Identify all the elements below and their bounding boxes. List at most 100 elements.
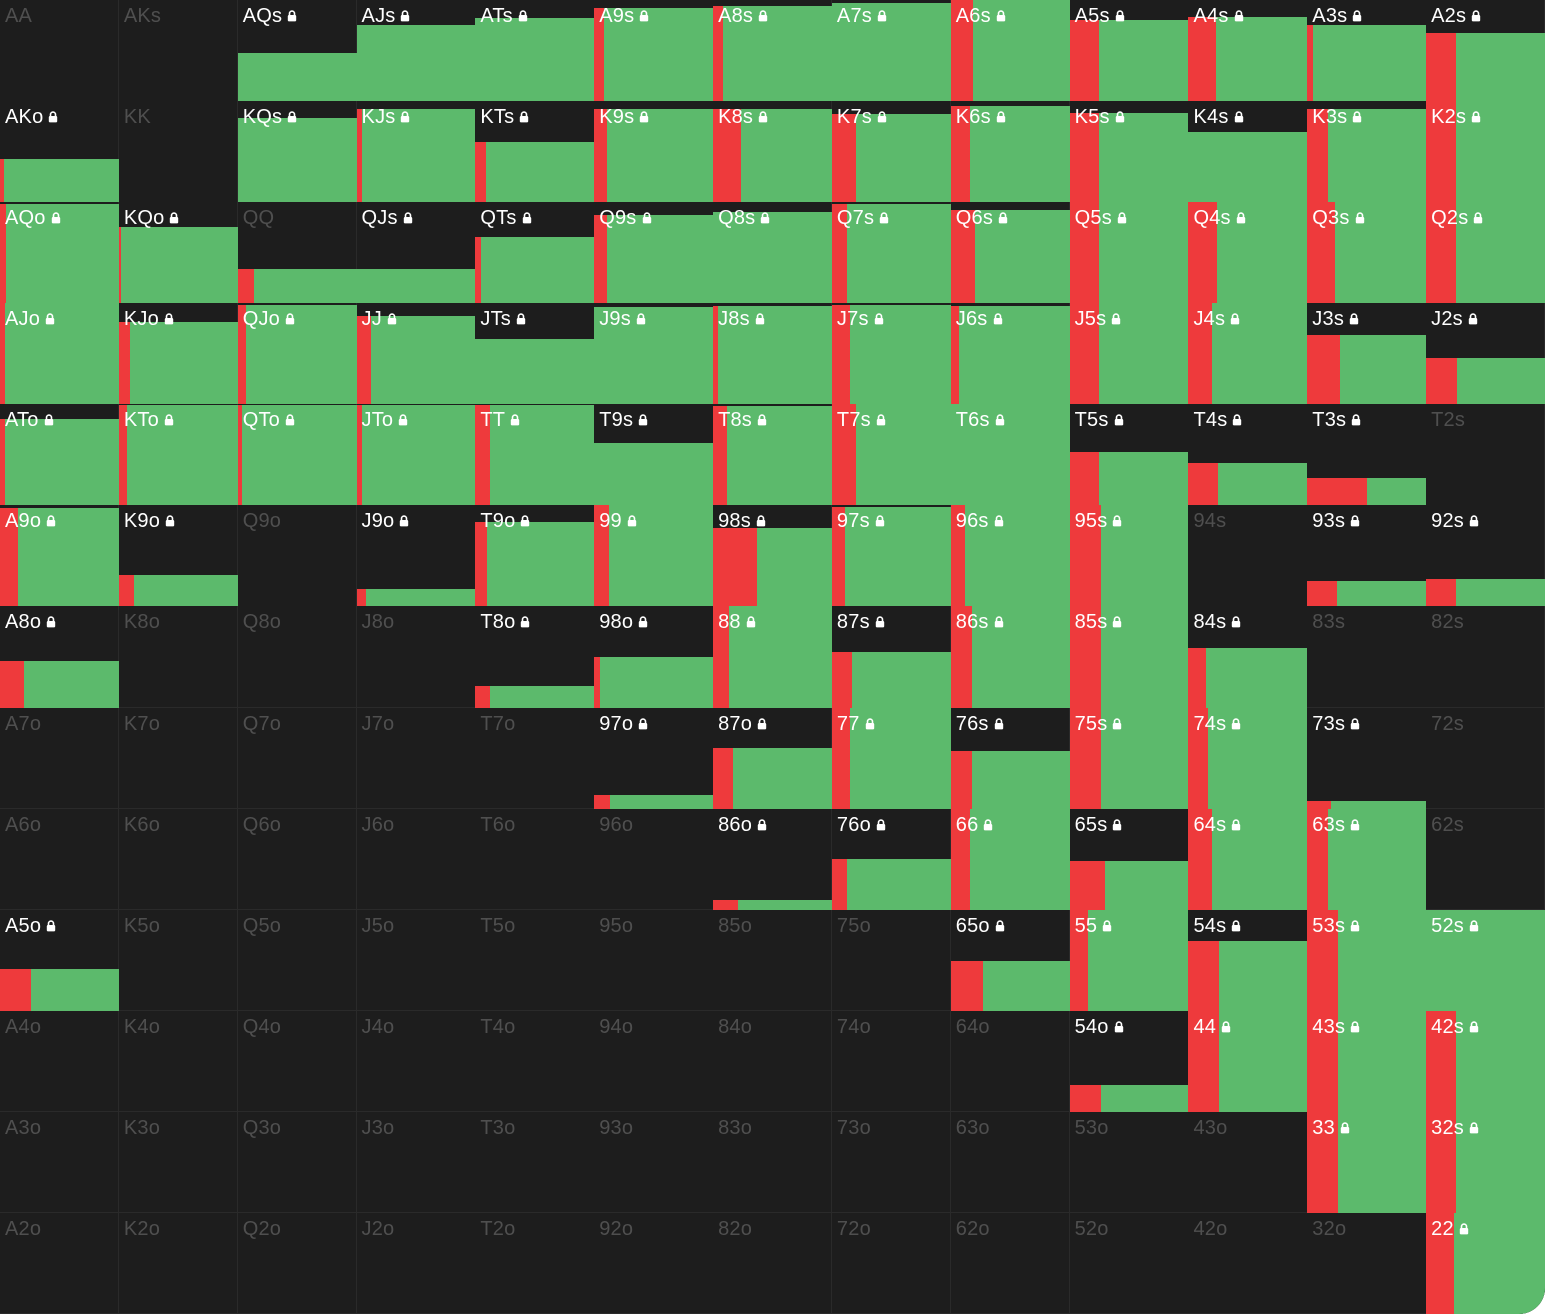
hand-cell-J5s[interactable]: J5s (1069, 303, 1189, 405)
hand-cell-A6s[interactable]: A6s (950, 0, 1071, 102)
hand-cell-87o[interactable]: 87o (713, 707, 833, 810)
hand-cell-T7s[interactable]: T7s (831, 404, 952, 506)
hand-cell-A9o[interactable]: A9o (0, 505, 120, 607)
hand-cell-86o[interactable]: 86o (713, 808, 833, 911)
hand-cell-92o[interactable]: 92o (594, 1212, 714, 1314)
hand-cell-Q7o[interactable]: Q7o (237, 707, 358, 810)
hand-cell-82o[interactable]: 82o (713, 1212, 833, 1314)
hand-cell-83o[interactable]: 83o (713, 1111, 833, 1214)
hand-cell-86s[interactable]: 86s (950, 606, 1071, 709)
hand-cell-94s[interactable]: 94s (1188, 505, 1308, 607)
hand-cell-J8o[interactable]: J8o (356, 606, 476, 709)
hand-cell-93o[interactable]: 93o (594, 1111, 714, 1214)
hand-cell-K4s[interactable]: K4s (1188, 101, 1308, 203)
hand-cell-Q7s[interactable]: Q7s (831, 202, 952, 304)
hand-cell-97o[interactable]: 97o (594, 707, 714, 810)
hand-cell-88[interactable]: 88 (713, 606, 833, 709)
hand-cell-T6o[interactable]: T6o (475, 808, 595, 911)
hand-cell-TT[interactable]: TT (475, 404, 595, 506)
hand-cell-76o[interactable]: 76o (831, 808, 952, 911)
hand-cell-A2s[interactable]: A2s (1426, 0, 1545, 102)
hand-cell-A5s[interactable]: A5s (1069, 0, 1189, 102)
hand-cell-JTo[interactable]: JTo (356, 404, 476, 506)
hand-cell-J3o[interactable]: J3o (356, 1111, 476, 1214)
hand-cell-74s[interactable]: 74s (1188, 707, 1308, 810)
hand-cell-Q4s[interactable]: Q4s (1188, 202, 1308, 304)
hand-cell-77[interactable]: 77 (831, 707, 952, 810)
hand-cell-K6o[interactable]: K6o (118, 808, 239, 911)
hand-cell-JJ[interactable]: JJ (356, 303, 476, 405)
hand-cell-22[interactable]: 22 (1426, 1212, 1545, 1314)
hand-cell-KJo[interactable]: KJo (118, 303, 239, 405)
hand-cell-93s[interactable]: 93s (1307, 505, 1427, 607)
hand-cell-T2s[interactable]: T2s (1426, 404, 1545, 506)
hand-cell-A9s[interactable]: A9s (594, 0, 714, 102)
hand-cell-AQs[interactable]: AQs (237, 0, 358, 102)
hand-cell-Q2o[interactable]: Q2o (237, 1212, 358, 1314)
hand-cell-65o[interactable]: 65o (950, 909, 1071, 1012)
hand-cell-J6s[interactable]: J6s (950, 303, 1071, 405)
hand-cell-66[interactable]: 66 (950, 808, 1071, 911)
hand-cell-95s[interactable]: 95s (1069, 505, 1189, 607)
hand-cell-A5o[interactable]: A5o (0, 909, 120, 1012)
hand-cell-KJs[interactable]: KJs (356, 101, 476, 203)
hand-cell-Q9s[interactable]: Q9s (594, 202, 714, 304)
hand-cell-J9o[interactable]: J9o (356, 505, 476, 607)
hand-cell-A3s[interactable]: A3s (1307, 0, 1427, 102)
hand-cell-99[interactable]: 99 (594, 505, 714, 607)
hand-cell-Q3o[interactable]: Q3o (237, 1111, 358, 1214)
hand-cell-J9s[interactable]: J9s (594, 303, 714, 405)
hand-cell-K3s[interactable]: K3s (1307, 101, 1427, 203)
hand-cell-T3o[interactable]: T3o (475, 1111, 595, 1214)
hand-cell-62o[interactable]: 62o (950, 1212, 1071, 1314)
hand-cell-T5o[interactable]: T5o (475, 909, 595, 1012)
hand-cell-63o[interactable]: 63o (950, 1111, 1071, 1214)
hand-cell-Q2s[interactable]: Q2s (1426, 202, 1545, 304)
hand-cell-85o[interactable]: 85o (713, 909, 833, 1012)
hand-cell-J3s[interactable]: J3s (1307, 303, 1427, 405)
hand-cell-33[interactable]: 33 (1307, 1111, 1427, 1214)
hand-cell-64o[interactable]: 64o (950, 1010, 1071, 1113)
hand-cell-K7o[interactable]: K7o (118, 707, 239, 810)
hand-cell-QTs[interactable]: QTs (475, 202, 595, 304)
hand-cell-Q5o[interactable]: Q5o (237, 909, 358, 1012)
hand-cell-J8s[interactable]: J8s (713, 303, 833, 405)
hand-cell-T6s[interactable]: T6s (950, 404, 1071, 506)
hand-cell-73s[interactable]: 73s (1307, 707, 1427, 810)
hand-cell-43s[interactable]: 43s (1307, 1010, 1427, 1113)
hand-cell-AQo[interactable]: AQo (0, 202, 120, 304)
hand-cell-Q3s[interactable]: Q3s (1307, 202, 1427, 304)
hand-cell-T9o[interactable]: T9o (475, 505, 595, 607)
hand-cell-K2s[interactable]: K2s (1426, 101, 1545, 203)
hand-cell-KQo[interactable]: KQo (118, 202, 239, 304)
hand-cell-74o[interactable]: 74o (831, 1010, 952, 1113)
hand-cell-87s[interactable]: 87s (831, 606, 952, 709)
hand-cell-J4o[interactable]: J4o (356, 1010, 476, 1113)
hand-cell-J2o[interactable]: J2o (356, 1212, 476, 1314)
hand-cell-KTo[interactable]: KTo (118, 404, 239, 506)
hand-cell-Q9o[interactable]: Q9o (237, 505, 358, 607)
hand-cell-T8o[interactable]: T8o (475, 606, 595, 709)
hand-cell-A7s[interactable]: A7s (831, 0, 952, 102)
hand-cell-T4s[interactable]: T4s (1188, 404, 1308, 506)
hand-cell-K9o[interactable]: K9o (118, 505, 239, 607)
hand-cell-Q5s[interactable]: Q5s (1069, 202, 1189, 304)
hand-cell-52o[interactable]: 52o (1069, 1212, 1189, 1314)
hand-cell-A3o[interactable]: A3o (0, 1111, 120, 1214)
hand-cell-T8s[interactable]: T8s (713, 404, 833, 506)
hand-cell-K3o[interactable]: K3o (118, 1111, 239, 1214)
hand-cell-K9s[interactable]: K9s (594, 101, 714, 203)
hand-cell-Q8s[interactable]: Q8s (713, 202, 833, 304)
hand-cell-A7o[interactable]: A7o (0, 707, 120, 810)
hand-cell-Q4o[interactable]: Q4o (237, 1010, 358, 1113)
hand-cell-T2o[interactable]: T2o (475, 1212, 595, 1314)
hand-cell-AJs[interactable]: AJs (356, 0, 476, 102)
hand-cell-84o[interactable]: 84o (713, 1010, 833, 1113)
hand-cell-K2o[interactable]: K2o (118, 1212, 239, 1314)
hand-cell-43o[interactable]: 43o (1188, 1111, 1308, 1214)
hand-cell-54s[interactable]: 54s (1188, 909, 1308, 1012)
hand-cell-64s[interactable]: 64s (1188, 808, 1308, 911)
hand-cell-K7s[interactable]: K7s (831, 101, 952, 203)
hand-cell-K8s[interactable]: K8s (713, 101, 833, 203)
hand-cell-83s[interactable]: 83s (1307, 606, 1427, 709)
